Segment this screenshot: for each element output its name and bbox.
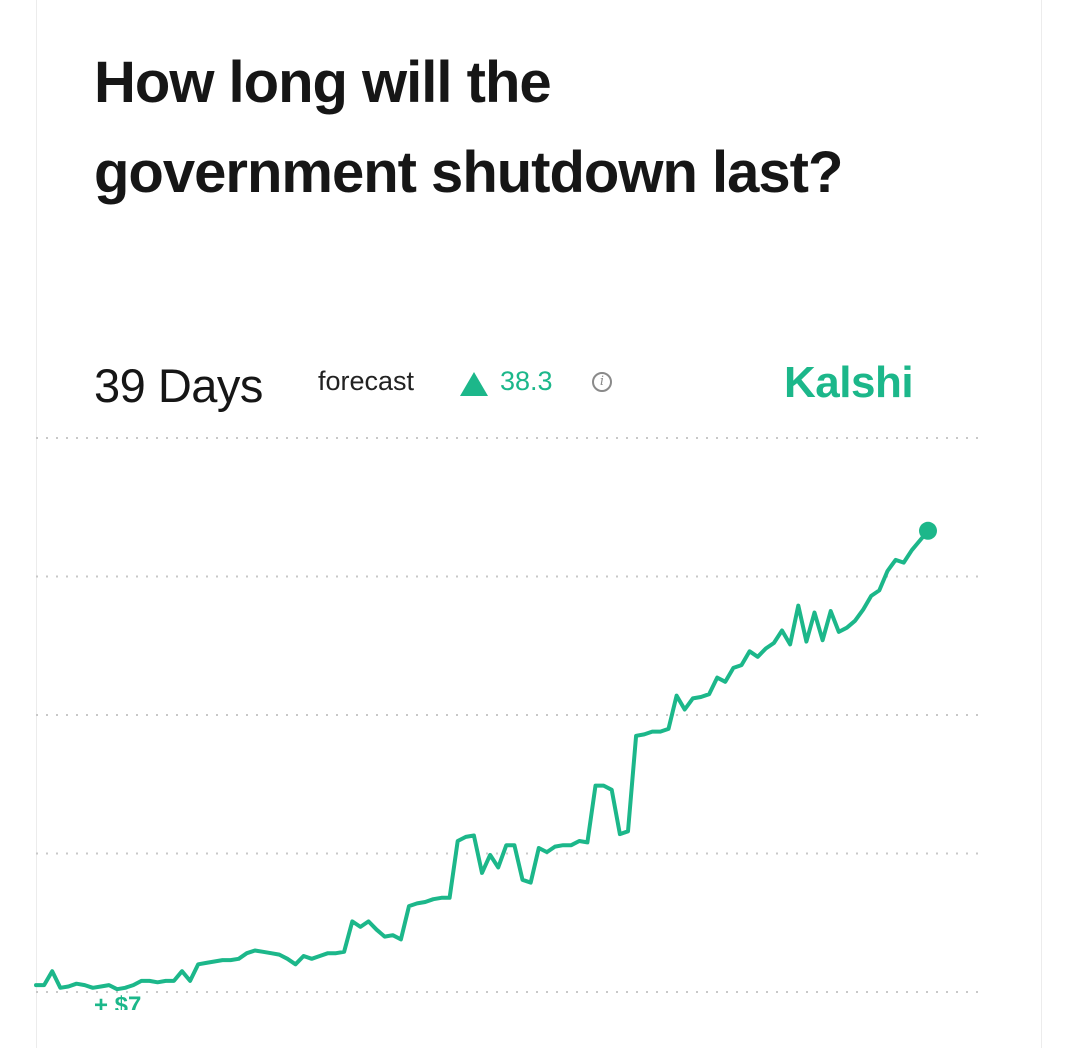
- up-triangle-icon: [460, 372, 488, 396]
- market-title[interactable]: How long will the government shutdown la…: [94, 50, 843, 205]
- forecast-value: 39 Days: [94, 359, 263, 412]
- forecast-label: forecast: [318, 366, 415, 396]
- brand-logo[interactable]: Kalshi: [784, 358, 914, 407]
- forecast-change: 38.3: [500, 366, 553, 396]
- chart-grid: [36, 437, 982, 993]
- info-icon[interactable]: i: [592, 372, 612, 392]
- y-tick-label: + $7: [94, 992, 142, 1010]
- series-end-dot: [919, 521, 937, 540]
- series-line: [34, 528, 930, 992]
- market-card: [36, 0, 1042, 1048]
- forecast-row: 39 Days forecast 38.3 i Kalshi: [94, 352, 954, 422]
